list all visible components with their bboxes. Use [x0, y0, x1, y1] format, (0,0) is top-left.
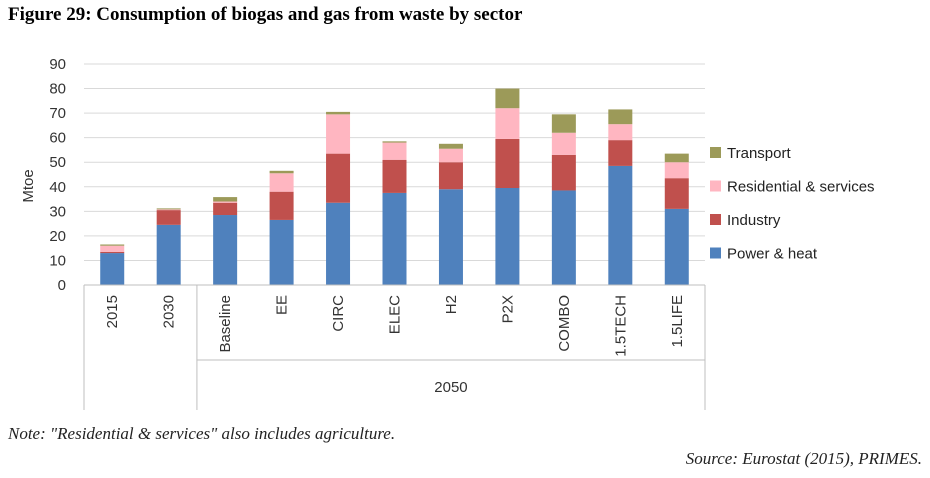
y-tick-label: 10: [49, 252, 66, 269]
bar-segment-residential-services: [608, 124, 633, 141]
y-tick-label: 90: [49, 56, 66, 73]
y-tick-label: 30: [49, 203, 66, 220]
bar-segment-power-heat: [213, 215, 238, 285]
y-tick-label: 50: [49, 154, 66, 171]
bar-segment-transport: [156, 208, 181, 210]
x-tick-label: COMBO: [556, 295, 573, 352]
bar-segment-transport: [100, 244, 125, 246]
bar-segment-transport: [551, 114, 576, 133]
bar-segment-industry: [608, 140, 633, 166]
figure-source: Source: Eurostat (2015), PRIMES.: [685, 449, 922, 468]
x-tick-label: 1.5LIFE: [669, 295, 686, 348]
bar-segment-industry: [551, 154, 576, 191]
bar-segment-transport: [495, 88, 520, 109]
x-axis: 2015 2030 Baseline EE CIRC ELEC H2 P2X COMBO 1.5T…: [83, 284, 706, 410]
bar-segment-residential-services: [438, 148, 463, 163]
bar-segment-industry: [664, 178, 689, 209]
bar-segment-residential-services: [326, 114, 351, 154]
bar-segment-residential-services: [382, 142, 407, 160]
bar-segment-industry: [269, 191, 294, 220]
bar-segment-industry: [495, 138, 520, 189]
bar-segment-industry: [213, 202, 238, 216]
y-tick-label: 0: [58, 277, 66, 294]
x-tick-label: ELEC: [387, 295, 404, 334]
bar-segment-power-heat: [326, 202, 351, 285]
x-tick-label: 2015: [104, 295, 121, 328]
bar-segment-power-heat: [608, 165, 633, 285]
bar-segment-power-heat: [382, 192, 407, 285]
y-axis-label: Mtoe: [20, 169, 37, 202]
bar-segment-power-heat: [438, 189, 463, 285]
legend-swatch: [710, 214, 721, 225]
bar-segment-residential-services: [156, 209, 181, 211]
x-group-label: 2050: [434, 379, 467, 396]
legend-swatch: [710, 147, 721, 158]
bar-segment-industry: [438, 162, 463, 190]
legend-label: Industry: [727, 212, 781, 229]
bar-segment-transport: [213, 197, 238, 202]
figure-title: Figure 29: Consumption of biogas and gas…: [8, 4, 523, 25]
bar-segment-residential-services: [100, 245, 125, 252]
bar-segment-power-heat: [269, 219, 294, 285]
x-tick-label: EE: [274, 295, 291, 315]
bar-segment-industry: [100, 251, 125, 254]
bar-segment-power-heat: [551, 190, 576, 285]
bar-segment-residential-services: [551, 132, 576, 155]
bar-segment-residential-services: [664, 162, 689, 179]
y-tick-label: 70: [49, 105, 66, 122]
legend-label: Power & heat: [727, 246, 818, 263]
legend-swatch: [710, 247, 721, 259]
bar-segment-industry: [326, 153, 351, 203]
bar-segment-industry: [382, 159, 407, 193]
y-tick-label: 20: [49, 228, 66, 245]
x-tick-label: 2030: [161, 295, 178, 328]
bar-segment-residential-services: [213, 201, 238, 203]
bar-segment-transport: [382, 141, 407, 143]
bars: [100, 88, 689, 285]
x-tick-label: 1.5TECH: [612, 295, 629, 357]
bar-segment-residential-services: [495, 108, 520, 139]
bar-segment-power-heat: [495, 188, 520, 285]
bar-segment-power-heat: [100, 253, 125, 285]
x-tick-label: CIRC: [330, 295, 347, 332]
figure-note: Note: "Residential & services" also incl…: [8, 424, 396, 443]
y-tick-label: 60: [49, 130, 66, 147]
legend-label: Residential & services: [727, 179, 875, 196]
y-tick-label: 80: [49, 81, 66, 98]
bar-segment-power-heat: [156, 224, 181, 285]
legend-swatch: [710, 180, 721, 192]
y-tick-label: 40: [49, 179, 66, 196]
x-tick-label: H2: [443, 295, 460, 314]
bar-segment-transport: [664, 153, 689, 163]
bar-segment-industry: [156, 210, 181, 225]
bar-segment-transport: [269, 170, 294, 174]
bar-segment-transport: [608, 109, 633, 125]
bar-segment-transport: [326, 111, 351, 115]
legend-label: Transport: [727, 145, 791, 162]
bar-segment-residential-services: [269, 173, 294, 192]
x-tick-label: P2X: [499, 295, 516, 323]
legend: Transport Residential & services Industry P…: [710, 145, 875, 263]
x-tick-label: Baseline: [217, 295, 234, 353]
bar-segment-transport: [438, 143, 463, 149]
y-axis-ticks: 0 10 20 30 40 50 60 70 80 90: [49, 56, 66, 294]
bar-segment-power-heat: [664, 208, 689, 285]
